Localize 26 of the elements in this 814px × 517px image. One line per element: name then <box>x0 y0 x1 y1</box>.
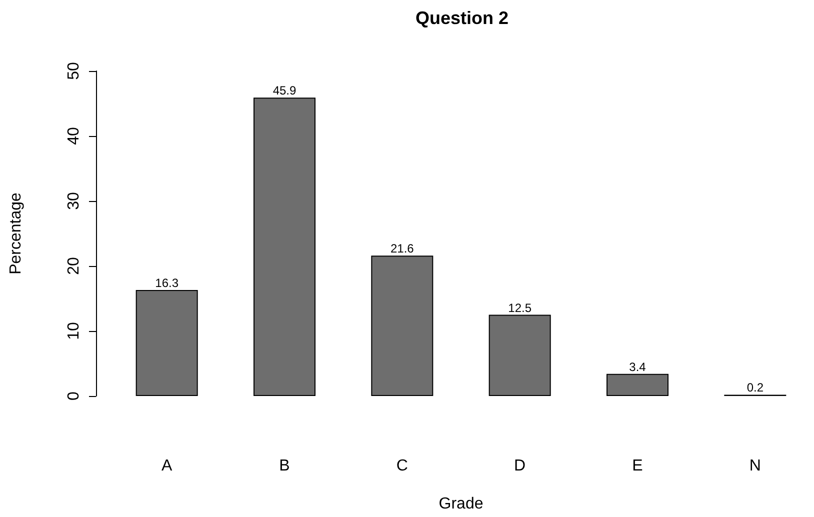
y-tick-label: 0 <box>66 391 82 400</box>
bar <box>488 314 551 396</box>
y-tick-label: 20 <box>66 257 82 275</box>
y-tick-label: 50 <box>66 62 82 80</box>
y-axis-title: Percentage <box>8 192 24 274</box>
data-label: 3.4 <box>629 360 646 374</box>
y-tick-label: 40 <box>66 127 82 145</box>
data-label: 0.2 <box>746 380 764 395</box>
x-tick-label: N <box>749 458 761 474</box>
chart-title: Question 2 <box>415 8 509 28</box>
x-tick-label: E <box>632 458 643 474</box>
x-tick-label: A <box>161 458 172 474</box>
x-tick-label: B <box>279 458 290 474</box>
bar <box>371 256 434 396</box>
data-label: 12.5 <box>508 300 532 315</box>
x-axis-title: Grade <box>438 496 484 512</box>
data-label: 16.3 <box>155 276 179 290</box>
x-tick-label: D <box>514 458 526 474</box>
y-tick-label: 30 <box>66 192 82 210</box>
bar <box>254 98 316 396</box>
y-tick-label: 10 <box>66 322 82 340</box>
bar <box>606 374 668 396</box>
data-label: 21.6 <box>390 242 414 256</box>
bar <box>136 290 198 396</box>
data-label: 45.9 <box>272 84 296 98</box>
x-tick-label: C <box>396 458 408 474</box>
